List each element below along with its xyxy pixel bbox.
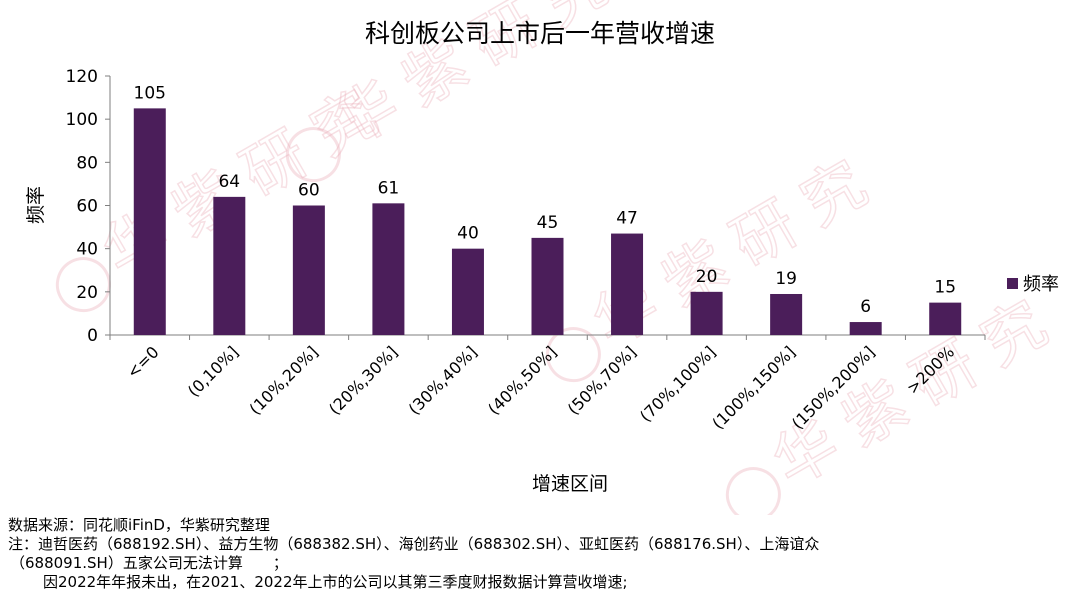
note-line-2: （688091.SH）五家公司无法计算 ； [10,554,288,572]
data-label: 20 [696,267,718,287]
watermark-2: 华紫研究 [725,277,1075,515]
bar [372,203,405,335]
y-tick-label: 60 [76,197,98,217]
watermark-logo-icon [725,467,781,515]
bars: 105 64 60 61 40 45 47 20 19 6 15 [134,83,962,335]
data-label: 60 [298,181,320,201]
footnotes: 数据来源：同花顺iFinD，华紫研究整理 注：迪哲医药（688192.SH）、益… [8,516,1076,592]
data-label: 45 [537,213,559,233]
y-axis: 0 20 40 60 80 100 120 [66,67,111,346]
legend: 频率 [1007,274,1059,295]
y-axis-label: 频率 [25,186,47,224]
y-tick-label: 40 [76,240,98,260]
bar [451,248,484,335]
bar [213,196,246,335]
x-tick-label: (70%,100%] [636,342,719,425]
data-label: 105 [134,83,166,103]
x-tick-label: (10%,20%] [246,342,322,418]
bar [929,302,962,335]
note-line-3: 因2022年年报未出，在2021、2022年上市的公司以其第三季度财报数据计算营… [43,573,628,591]
y-tick-label: 0 [87,326,98,346]
data-label: 6 [860,297,871,317]
bar [690,291,723,335]
x-tick-label: <=0 [123,342,163,382]
y-tick-label: 120 [66,67,98,87]
y-tick-label: 20 [76,283,98,303]
data-label: 40 [457,224,479,244]
x-tick-label: (30%,40%] [405,342,481,418]
source-note: 数据来源：同花顺iFinD，华紫研究整理 [8,516,270,534]
bar [133,108,166,335]
legend-label: 频率 [1023,274,1059,295]
data-label: 61 [378,178,400,198]
legend-swatch [1007,278,1018,289]
x-tick-label: (0,10%] [184,342,242,400]
x-tick-label: (40%,50%] [484,342,560,418]
x-tick-label: (100%,150%] [708,342,799,433]
note-line-1: 注：迪哲医药（688192.SH）、益方生物（688382.SH）、海创药业（6… [8,535,820,553]
bar [611,233,644,335]
bar [292,205,325,335]
watermark-logo-icon [285,127,341,183]
data-label: 15 [934,278,956,298]
bar [849,322,882,335]
data-label: 47 [616,209,638,229]
watermark-logo-icon [55,257,111,313]
data-label: 64 [218,172,240,192]
x-tick-label: (20%,30%] [325,342,401,418]
y-tick-label: 80 [76,153,98,173]
y-tick-label: 100 [66,110,98,130]
bar [531,237,564,335]
chart-title: 科创板公司上市后一年营收增速 [365,19,715,48]
x-axis-label: 增速区间 [532,473,608,495]
data-label: 19 [775,269,797,289]
bar [770,293,803,335]
